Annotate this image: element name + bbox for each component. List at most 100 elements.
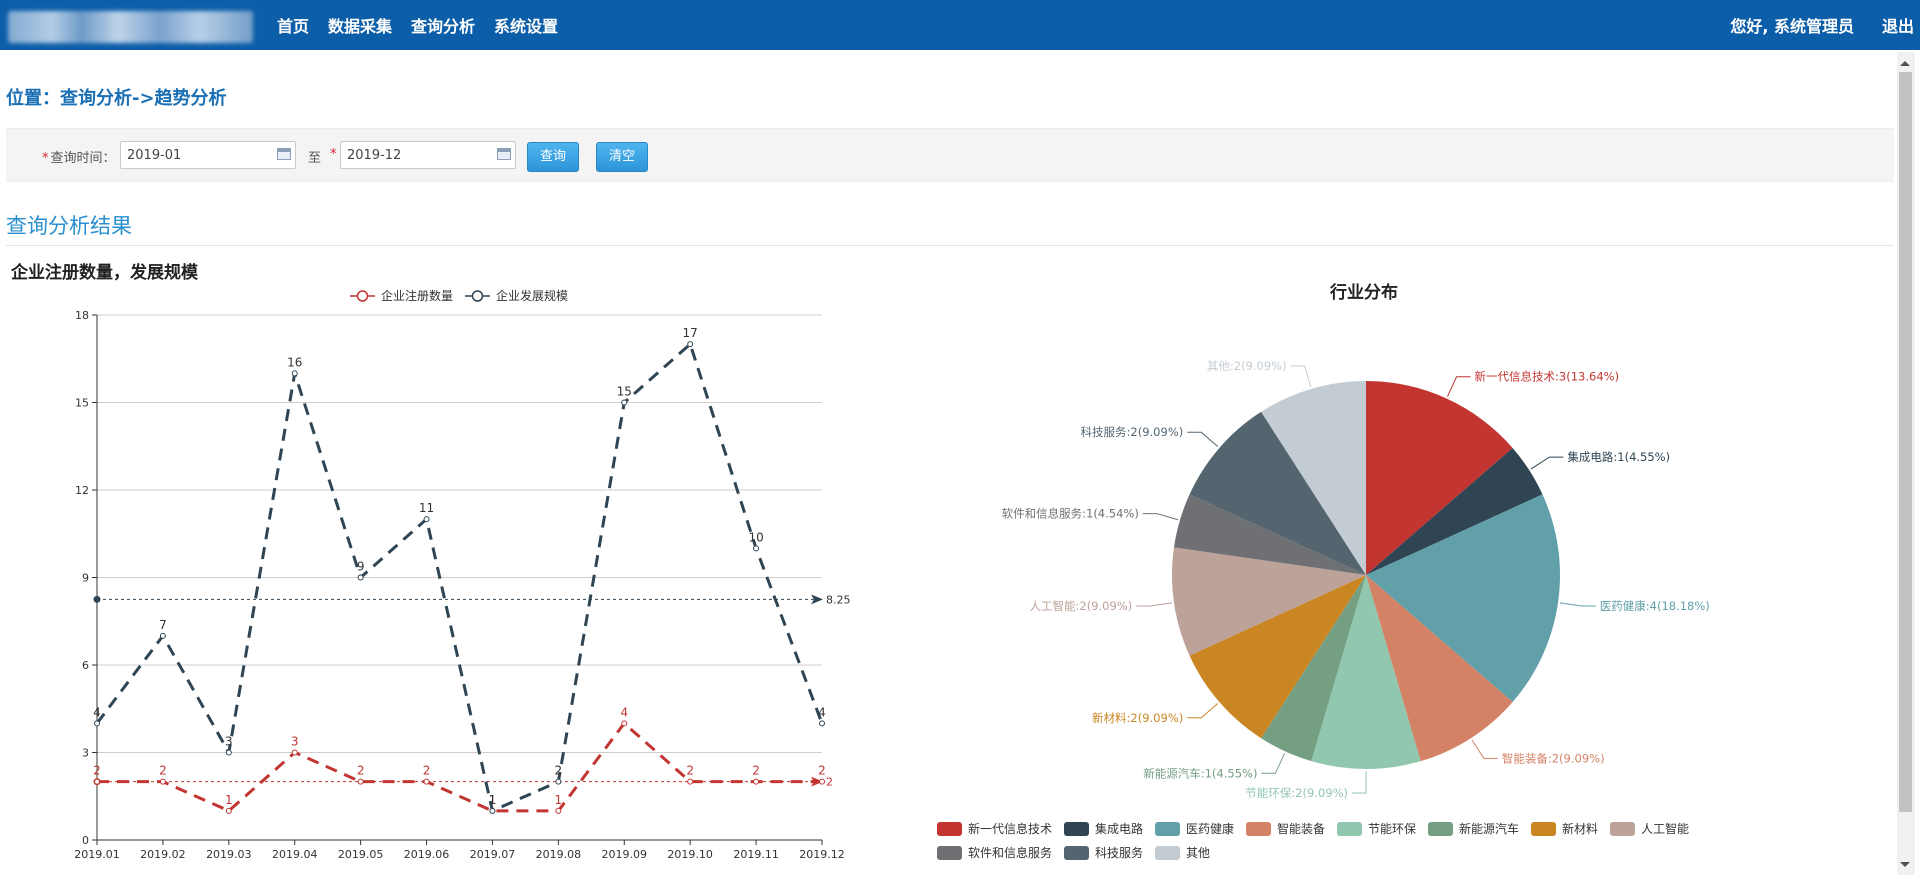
pie-slice bbox=[1311, 575, 1421, 769]
y-tick-label: 18 bbox=[75, 309, 89, 322]
legend-marker bbox=[356, 290, 369, 302]
pie-slice-label: 新材料:2(9.09%) bbox=[1092, 711, 1183, 725]
data-label: 2 bbox=[93, 764, 101, 778]
section-divider bbox=[6, 245, 1894, 246]
x-tick-label: 2019.07 bbox=[470, 848, 516, 861]
scroll-down-arrow-icon[interactable] bbox=[1900, 862, 1910, 867]
scrollbar-thumb[interactable] bbox=[1899, 72, 1912, 812]
required-star: * bbox=[330, 147, 337, 162]
pie-leader-line bbox=[1187, 702, 1219, 719]
pie-leader-line bbox=[1471, 739, 1498, 759]
user-greeting: 您好, 系统管理员 bbox=[1730, 17, 1854, 36]
y-tick-label: 15 bbox=[75, 397, 89, 410]
data-label: 1 bbox=[489, 793, 497, 807]
data-label: 10 bbox=[748, 530, 763, 544]
data-label: 2 bbox=[818, 764, 826, 778]
legend-label: 企业发展规模 bbox=[496, 288, 568, 303]
data-label: 2 bbox=[357, 764, 365, 778]
y-tick-label: 12 bbox=[75, 484, 89, 497]
data-point bbox=[94, 720, 100, 727]
main-nav: 首页 数据采集 查询分析 系统设置 bbox=[277, 0, 577, 50]
legend-swatch bbox=[1428, 822, 1453, 836]
breadcrumb: 位置：查询分析->趋势分析 bbox=[6, 88, 227, 109]
line-chart-title: 企业注册数量，发展规模 bbox=[11, 263, 198, 283]
data-point bbox=[819, 778, 825, 785]
query-form: *查询时间： 至 * 查询 清空 bbox=[6, 128, 1894, 182]
x-tick-label: 2019.08 bbox=[536, 848, 582, 861]
pie-leader-line bbox=[1187, 431, 1219, 448]
legend-label: 集成电路 bbox=[1095, 821, 1143, 836]
data-label: 4 bbox=[620, 705, 628, 719]
pie-chart: 新一代信息技术:3(13.64%) 集成电路:1(4.55%) 医药健康:4(18.… bbox=[937, 359, 1710, 860]
data-label: 2 bbox=[555, 764, 563, 778]
calendar-icon[interactable] bbox=[277, 148, 291, 160]
pie-leader-line bbox=[1530, 456, 1564, 470]
data-label: 4 bbox=[93, 705, 101, 719]
legend-label: 节能环保 bbox=[1368, 822, 1416, 836]
pie-slice-label: 人工智能:2(9.09%) bbox=[1030, 599, 1133, 613]
x-tick-label: 2019.09 bbox=[602, 848, 648, 861]
pie-slice bbox=[1189, 575, 1366, 739]
clear-button[interactable]: 清空 bbox=[596, 142, 649, 172]
legend-swatch bbox=[1246, 822, 1271, 836]
data-label: 15 bbox=[617, 385, 632, 399]
data-point bbox=[357, 778, 364, 785]
average-start-dot bbox=[93, 595, 101, 603]
y-tick-label: 3 bbox=[82, 747, 89, 760]
top-navbar: 首页 数据采集 查询分析 系统设置 您好, 系统管理员 退出 bbox=[0, 0, 1920, 50]
scroll-up-arrow-icon[interactable] bbox=[1900, 61, 1910, 66]
y-tick-label: 0 bbox=[82, 834, 89, 847]
data-label: 2 bbox=[752, 764, 760, 778]
pie-slice bbox=[1189, 411, 1366, 575]
data-point bbox=[423, 778, 430, 785]
nav-item-data-collection[interactable]: 数据采集 bbox=[328, 17, 393, 36]
x-tick-label: 2019.11 bbox=[733, 848, 779, 861]
calendar-icon[interactable] bbox=[497, 148, 511, 160]
legend-label: 智能装备 bbox=[1277, 821, 1325, 836]
legend-swatch bbox=[1155, 846, 1180, 860]
x-tick-label: 2019.06 bbox=[404, 848, 450, 861]
legend-swatch bbox=[1064, 846, 1089, 860]
query-time-label-text: 查询时间： bbox=[50, 151, 116, 166]
legend-swatch bbox=[937, 822, 962, 836]
data-label: 1 bbox=[555, 793, 563, 807]
pie-slice-label: 其他:2(9.09%) bbox=[1207, 359, 1287, 373]
data-label: 1 bbox=[489, 793, 497, 807]
legend-swatch bbox=[1337, 822, 1362, 836]
data-point bbox=[94, 778, 100, 785]
average-label: 8.25 bbox=[826, 593, 851, 606]
nav-item-query-analysis[interactable]: 查询分析 bbox=[411, 17, 476, 36]
pie-leader-line bbox=[1446, 376, 1471, 397]
start-month-input[interactable] bbox=[120, 141, 296, 169]
x-tick-label: 2019.05 bbox=[338, 848, 384, 861]
data-label: 1 bbox=[225, 793, 233, 807]
x-tick-label: 2019.10 bbox=[667, 848, 713, 861]
data-point bbox=[753, 778, 760, 785]
x-tick-label: 2019.02 bbox=[140, 848, 186, 861]
nav-item-system-settings[interactable]: 系统设置 bbox=[494, 17, 559, 36]
data-point bbox=[225, 807, 232, 814]
pie-leader-line bbox=[1142, 513, 1179, 521]
end-month-input[interactable] bbox=[340, 141, 516, 169]
series-line bbox=[95, 342, 824, 813]
pie-slice-label: 医药健康:4(18.18%) bbox=[1600, 599, 1710, 613]
data-point bbox=[555, 778, 562, 785]
data-point bbox=[687, 341, 694, 348]
series-line bbox=[97, 721, 822, 813]
legend-label: 新能源汽车 bbox=[1459, 821, 1519, 836]
search-button[interactable]: 查询 bbox=[527, 142, 580, 172]
pie-slice bbox=[1366, 447, 1543, 575]
nav-item-home[interactable]: 首页 bbox=[277, 17, 310, 36]
x-tick-label: 2019.12 bbox=[799, 848, 845, 861]
pie-slice bbox=[1173, 494, 1366, 575]
legend-label: 新一代信息技术 bbox=[968, 821, 1052, 836]
query-time-label: * 查询时间： bbox=[42, 147, 116, 166]
x-tick-label: 2019.01 bbox=[74, 848, 120, 861]
legend-label: 软件和信息服务 bbox=[968, 845, 1052, 860]
logout-link[interactable]: 退出 bbox=[1881, 17, 1914, 36]
pie-chart-title: 行业分布 bbox=[1330, 283, 1398, 303]
required-star: * bbox=[42, 151, 49, 166]
data-label: 3 bbox=[291, 735, 299, 749]
data-label: 7 bbox=[159, 618, 167, 632]
legend-label: 其他 bbox=[1186, 846, 1210, 860]
